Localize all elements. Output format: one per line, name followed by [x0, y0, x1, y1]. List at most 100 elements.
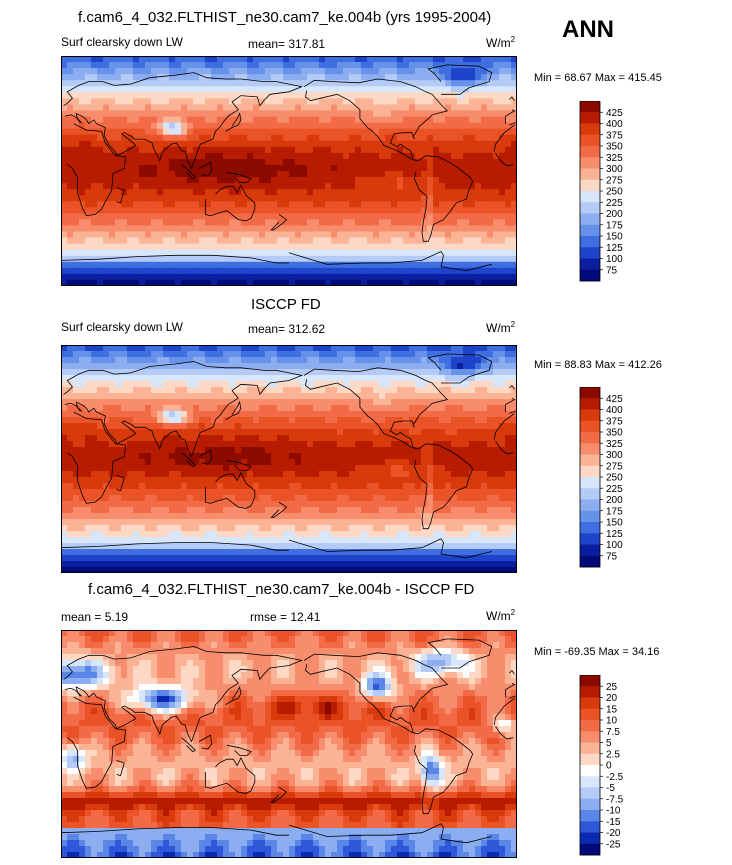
- colorbar-tick-label: 275: [606, 461, 623, 472]
- field-cells: [61, 56, 517, 286]
- coastline-japan: [225, 400, 242, 421]
- panel1-mean: mean= 317.81: [248, 37, 326, 51]
- panel3-units: W/m2: [486, 608, 516, 623]
- colorbar-swatch: [580, 432, 600, 444]
- colorbar-swatch: [580, 499, 600, 512]
- panel2-mean: mean= 312.62: [248, 322, 326, 336]
- coastline-uk: [509, 96, 515, 101]
- coastline-nz: [270, 786, 288, 803]
- colorbar-tick-label: 400: [606, 405, 623, 416]
- colorbar-swatch: [580, 843, 600, 856]
- coastline-northAmerica: [303, 367, 449, 450]
- coastline-newGuinea: [226, 744, 252, 756]
- coastlines: [61, 353, 516, 559]
- colorbar-swatch: [580, 742, 600, 755]
- colorbar-tick-label: 100: [606, 540, 623, 551]
- map-frame: [61, 56, 517, 286]
- panel2-title: ISCCP FD: [251, 296, 321, 313]
- colorbar-tick-label: 375: [606, 416, 623, 427]
- map-panel-3: [61, 630, 517, 858]
- colorbar-tick-label: 15: [606, 704, 618, 715]
- colorbar-swatch: [580, 247, 600, 259]
- colorbar-tick-label: 400: [606, 119, 623, 130]
- coastline-sumatra: [181, 164, 196, 180]
- colorbar-swatch: [580, 213, 600, 226]
- field-cells: [61, 345, 517, 573]
- colorbar-swatch: [580, 821, 600, 833]
- coastline-australia: [205, 756, 256, 794]
- colorbar-tick-label: 275: [606, 175, 623, 186]
- colorbar-swatch: [580, 387, 600, 399]
- coastline-nz: [270, 501, 288, 518]
- field-cells: [61, 630, 517, 858]
- colorbar-swatch: [580, 258, 600, 271]
- colorbar-swatch: [580, 720, 600, 732]
- colorbar-swatch: [580, 202, 600, 214]
- colorbar-tick-label: 350: [606, 142, 623, 153]
- colorbar-swatch: [580, 398, 600, 410]
- colorbar-tick-label: 250: [606, 473, 623, 484]
- coastline-newGuinea: [226, 459, 252, 471]
- coastline-southAmerica: [413, 443, 474, 530]
- colorbar-tick-label: 75: [606, 265, 618, 276]
- colorbar-swatch: [580, 810, 600, 822]
- coastline-southAmerica: [413, 155, 474, 242]
- colorbar-tick-label: 125: [606, 243, 623, 254]
- coastline-sumatra: [181, 737, 196, 753]
- colorbar-swatch: [580, 753, 600, 766]
- colorbar-tick-label: 175: [606, 220, 623, 231]
- colorbar-swatch: [580, 544, 600, 557]
- colorbar-tick-label: 150: [606, 518, 623, 529]
- colorbar-tick-label: 2.5: [606, 749, 620, 760]
- coastline-newGuinea: [226, 171, 252, 183]
- colorbar-tick-label: 5: [606, 738, 612, 749]
- colorbar-tick-label: 200: [606, 495, 623, 506]
- colorbar-swatch: [580, 533, 600, 545]
- colorbar-tick-label: -25: [606, 839, 621, 850]
- coastlines: [61, 64, 516, 272]
- colorbar-1: 4254003753503253002752502252001751501251…: [579, 101, 623, 282]
- coastline-borneo: [198, 734, 213, 750]
- colorbar-swatch: [580, 686, 600, 698]
- colorbar-swatch: [580, 708, 600, 721]
- panel1-title: f.cam6_4_032.FLTHIST_ne30.cam7_ke.004b (…: [78, 9, 492, 26]
- colorbar-tick-label: 425: [606, 108, 623, 119]
- colorbar-tick-label: 225: [606, 198, 623, 209]
- colorbar-swatch: [580, 101, 600, 113]
- colorbar-swatch: [580, 787, 600, 800]
- coastline-sumatra: [181, 452, 196, 468]
- colorbar-tick-label: 425: [606, 394, 623, 405]
- colorbar-swatch: [580, 675, 600, 687]
- season-label: ANN: [562, 16, 614, 43]
- panel3-rmse: rmse = 12.41: [250, 610, 321, 624]
- panel2-variable: Surf clearsky down LW: [61, 320, 183, 334]
- colorbar-swatch: [580, 146, 600, 158]
- colorbar-swatch: [580, 112, 600, 124]
- colorbar-swatch: [580, 409, 600, 422]
- colorbar-tick-label: 350: [606, 428, 623, 439]
- colorbar-tick-label: 0: [606, 761, 612, 772]
- colorbar-swatch: [580, 134, 600, 147]
- coastline-borneo: [198, 449, 213, 465]
- colorbar-tick-label: 325: [606, 439, 623, 450]
- coastline-australia: [205, 471, 256, 509]
- coastline-antarctica: [61, 823, 492, 844]
- colorbar-tick-label: 20: [606, 693, 618, 704]
- colorbar-tick-label: -10: [606, 806, 621, 817]
- coastline-eurasia: [63, 646, 516, 743]
- coastline-eurasia: [63, 72, 516, 170]
- panel2-units: W/m2: [486, 320, 516, 335]
- panel2-minmax: Min = 88.83 Max = 412.26: [534, 359, 662, 371]
- map-panel-2: [61, 345, 517, 573]
- panel1-minmax: Min = 68.67 Max = 415.45: [534, 72, 662, 84]
- colorbar-tick-label: 75: [606, 551, 618, 562]
- coastline-southAmerica: [413, 728, 474, 815]
- panel1-units: W/m2: [486, 35, 516, 50]
- colorbar-tick-label: 100: [606, 254, 623, 265]
- colorbar-tick-label: -15: [606, 817, 621, 828]
- colorbar-tick-label: 225: [606, 484, 623, 495]
- coastline-antarctica: [61, 538, 492, 559]
- coastline-greenland: [427, 353, 493, 384]
- colorbar-swatch: [580, 420, 600, 433]
- colorbar-swatch: [580, 168, 600, 181]
